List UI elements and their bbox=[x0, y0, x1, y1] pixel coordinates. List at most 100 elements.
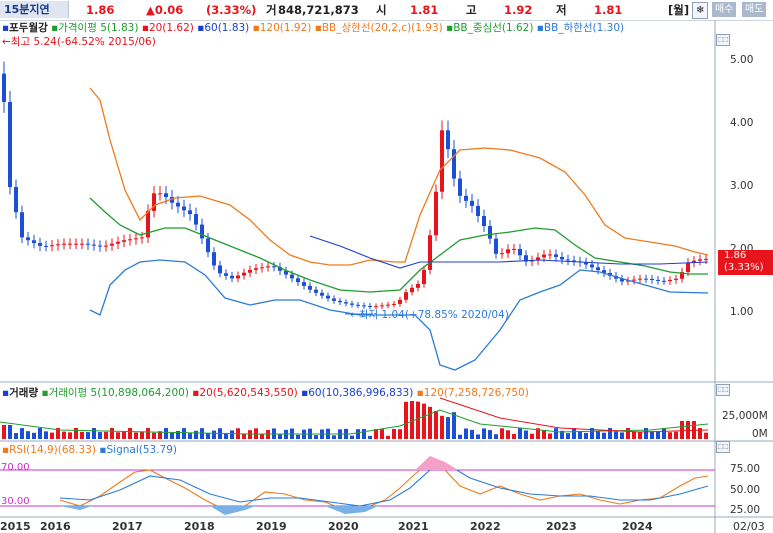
volume-bar bbox=[188, 433, 192, 439]
candle-body bbox=[134, 238, 138, 240]
volume-bar bbox=[452, 412, 456, 439]
candle-body bbox=[236, 275, 240, 279]
candle-body bbox=[560, 256, 564, 260]
candle-body bbox=[14, 187, 18, 213]
volume-bar bbox=[260, 434, 264, 439]
volume-bar bbox=[134, 432, 138, 439]
volume-bar bbox=[8, 425, 12, 439]
candle-body bbox=[668, 279, 672, 282]
candle-body bbox=[410, 287, 414, 293]
settings-button[interactable]: ❄ bbox=[692, 2, 709, 19]
volume-bar bbox=[248, 430, 252, 439]
candle-body bbox=[506, 249, 510, 254]
volume-bar bbox=[512, 433, 516, 439]
candle-body bbox=[2, 73, 6, 102]
candle-body bbox=[440, 130, 444, 192]
candle-body bbox=[296, 278, 300, 283]
candle-body bbox=[554, 254, 558, 257]
volume-bar bbox=[590, 428, 594, 439]
volume-bar bbox=[74, 428, 78, 439]
candle-body bbox=[80, 243, 84, 245]
current-price: 1.86 bbox=[86, 3, 115, 17]
legend-bullet-bb-low: ▪ bbox=[536, 22, 544, 34]
volume-bar bbox=[536, 428, 540, 439]
legend-bullet-signal: ▪ bbox=[99, 444, 107, 456]
legend-bullet-bb-mid: ▪ bbox=[446, 22, 454, 34]
price-tick-1: 1.00 bbox=[730, 306, 754, 318]
candle-body bbox=[512, 248, 516, 250]
buy-label: 매수 bbox=[715, 4, 734, 15]
legend-title: 포두월강 bbox=[9, 22, 48, 34]
bb-upper-line bbox=[89, 87, 709, 266]
volume-value: 848,721,873 bbox=[278, 3, 359, 17]
x-label-2018: 2018 bbox=[184, 520, 215, 533]
candle-body bbox=[206, 238, 210, 253]
volume-bar bbox=[584, 432, 588, 439]
volume-bar bbox=[404, 401, 408, 439]
candle-body bbox=[338, 300, 342, 303]
candle-body bbox=[98, 245, 102, 247]
candle-body bbox=[638, 278, 642, 280]
period-selector[interactable]: [월] bbox=[668, 3, 690, 17]
volume-bar bbox=[20, 428, 24, 439]
sell-label: 매도 bbox=[745, 4, 764, 15]
snowflake-icon: ❄ bbox=[696, 5, 705, 16]
price-tick-5: 5.00 bbox=[730, 54, 754, 66]
delay-tab[interactable]: 15분지연 bbox=[0, 1, 69, 18]
bb-mid-line bbox=[89, 197, 708, 293]
volume-legend-ma60: 60(10,386,996,833) bbox=[308, 387, 414, 399]
volume-ma-line bbox=[0, 409, 709, 435]
candle-body bbox=[452, 149, 456, 179]
volume-bar bbox=[350, 435, 354, 439]
candle-body bbox=[266, 266, 270, 268]
price-panel-ctrl[interactable]: ⬚⬚ bbox=[716, 34, 730, 46]
candle-body bbox=[518, 248, 522, 256]
volume-bar bbox=[698, 428, 702, 439]
ma60-line bbox=[309, 235, 709, 269]
price-change: ▲0.06 bbox=[146, 3, 184, 17]
quote-toolbar: 15분지연 1.86 ▲0.06 (3.33%) 거 848,721,873 시… bbox=[0, 0, 773, 21]
candle-body bbox=[140, 237, 144, 239]
candle-body bbox=[464, 195, 468, 201]
candle-body bbox=[626, 280, 630, 282]
volume-bar bbox=[704, 432, 708, 439]
volume-bar bbox=[686, 421, 690, 439]
candle-body bbox=[446, 130, 450, 150]
volume-label: 거 bbox=[266, 3, 277, 17]
volume-bar bbox=[506, 430, 510, 439]
signal-line bbox=[59, 465, 709, 507]
rsi-oversold-fill bbox=[210, 506, 255, 515]
volume-bar bbox=[440, 415, 444, 439]
candle-body bbox=[482, 215, 486, 227]
rsi-tick-75: 75.00 bbox=[730, 463, 761, 475]
candle-body bbox=[182, 206, 186, 211]
volume-bar bbox=[650, 431, 654, 439]
volume-panel-ctrl[interactable]: ⬚⬚ bbox=[716, 384, 730, 396]
rsi-oversold-fill bbox=[325, 506, 378, 514]
candle-body bbox=[524, 255, 528, 262]
candle-body bbox=[68, 243, 72, 245]
candle-body bbox=[20, 212, 24, 238]
buy-button[interactable]: 매수 bbox=[712, 2, 737, 17]
low-label: 저 bbox=[556, 3, 567, 17]
candle-body bbox=[392, 303, 396, 305]
candle-body bbox=[308, 285, 312, 290]
volume-bar bbox=[422, 403, 426, 439]
candle-body bbox=[386, 304, 390, 306]
legend-bb-up: BB_상한선(20,2,c)(1.93) bbox=[321, 22, 443, 34]
price-tag-value: 1.86 bbox=[724, 250, 747, 261]
volume-bar bbox=[170, 433, 174, 439]
candle-body bbox=[314, 289, 318, 293]
volume-bar bbox=[152, 432, 156, 439]
sell-button[interactable]: 매도 bbox=[742, 2, 767, 17]
volume-bar bbox=[392, 428, 396, 439]
candle-body bbox=[200, 224, 204, 239]
high-label: 고 bbox=[466, 3, 477, 17]
volume-bar bbox=[632, 431, 636, 439]
candle-body bbox=[602, 270, 606, 273]
volume-bar bbox=[164, 428, 168, 439]
candle-body bbox=[164, 193, 168, 198]
candle-body bbox=[8, 101, 12, 187]
legend-bullet-vol-ma120: ▪ bbox=[416, 387, 424, 399]
